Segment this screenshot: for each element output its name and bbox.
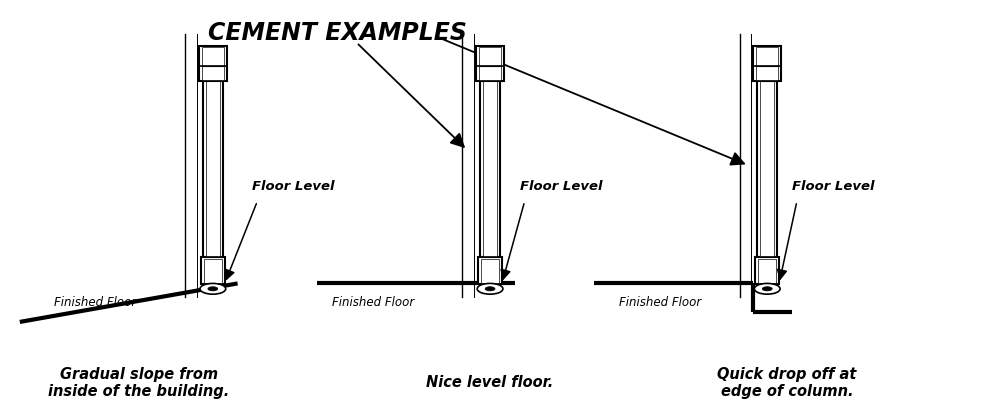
FancyBboxPatch shape [480, 51, 500, 258]
FancyBboxPatch shape [203, 51, 223, 258]
Circle shape [208, 287, 218, 291]
FancyBboxPatch shape [760, 52, 774, 256]
Circle shape [754, 284, 780, 294]
Text: Finished Floor: Finished Floor [619, 295, 701, 308]
FancyBboxPatch shape [204, 259, 222, 283]
Text: Finished Floor: Finished Floor [332, 295, 414, 308]
Text: Floor Level: Floor Level [252, 179, 335, 192]
Text: Floor Level: Floor Level [520, 179, 602, 192]
FancyBboxPatch shape [479, 48, 501, 81]
Text: Finished Floor: Finished Floor [54, 295, 137, 308]
Text: CEMENT EXAMPLES: CEMENT EXAMPLES [208, 21, 466, 45]
FancyBboxPatch shape [478, 258, 502, 285]
FancyBboxPatch shape [201, 258, 225, 285]
Text: Floor Level: Floor Level [792, 179, 874, 192]
Circle shape [477, 284, 503, 294]
FancyBboxPatch shape [483, 52, 497, 256]
FancyBboxPatch shape [199, 47, 227, 82]
Text: Gradual slope from
inside of the building.: Gradual slope from inside of the buildin… [48, 366, 230, 398]
FancyBboxPatch shape [206, 52, 220, 256]
FancyBboxPatch shape [481, 259, 499, 283]
Text: Nice level floor.: Nice level floor. [427, 375, 553, 389]
Text: Quick drop off at
edge of column.: Quick drop off at edge of column. [718, 366, 856, 398]
FancyBboxPatch shape [202, 48, 224, 81]
FancyBboxPatch shape [753, 47, 781, 82]
Circle shape [485, 287, 495, 291]
FancyBboxPatch shape [755, 258, 779, 285]
FancyBboxPatch shape [476, 47, 504, 82]
FancyBboxPatch shape [756, 48, 778, 81]
FancyBboxPatch shape [758, 259, 776, 283]
FancyBboxPatch shape [757, 51, 777, 258]
Circle shape [200, 284, 226, 294]
Circle shape [762, 287, 772, 291]
